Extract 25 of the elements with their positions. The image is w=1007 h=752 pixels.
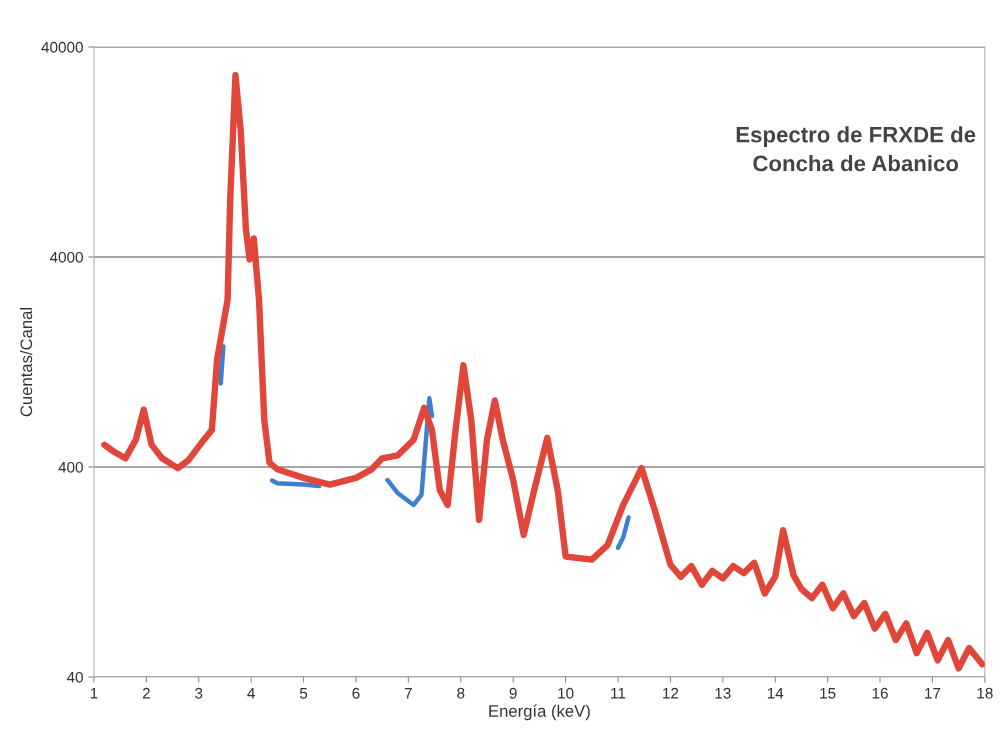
x-tick-label: 13 (715, 687, 731, 699)
x-tick-label: 12 (663, 687, 679, 699)
x-tick-label: 2 (142, 687, 150, 699)
x-tick-label: 6 (352, 687, 360, 699)
text: Espectro de FRXDE de Concha de Abanico (736, 126, 976, 172)
x-tick-label: 18 (977, 687, 993, 699)
y-tick-label: 40000 (41, 41, 83, 53)
x-tick-label: 15 (820, 688, 836, 699)
x-tick-label: 9 (509, 687, 517, 699)
x-tick-label: 11 (611, 688, 626, 699)
x-tick-label: 14 (767, 688, 784, 699)
x-tick-label: 7 (404, 688, 412, 699)
y-tick-label: 400 (58, 461, 83, 473)
x-tick-label: 1 (90, 688, 98, 699)
y-tick-label: 40 (66, 671, 83, 683)
x-tick-label: 10 (558, 687, 574, 699)
x-tick-label: 4 (247, 688, 255, 699)
x-tick-label: 8 (457, 687, 465, 699)
x-tick-label: 17 (925, 688, 941, 699)
y-axis-title: Cuentas/Canal (19, 308, 33, 417)
y-tick-label: 4000 (49, 251, 83, 263)
x-tick-label: 5 (299, 688, 308, 699)
x-tick-label: 3 (195, 687, 203, 699)
x-axis-title: Energía (keV) (489, 704, 590, 721)
x-tick-label: 16 (872, 687, 888, 699)
